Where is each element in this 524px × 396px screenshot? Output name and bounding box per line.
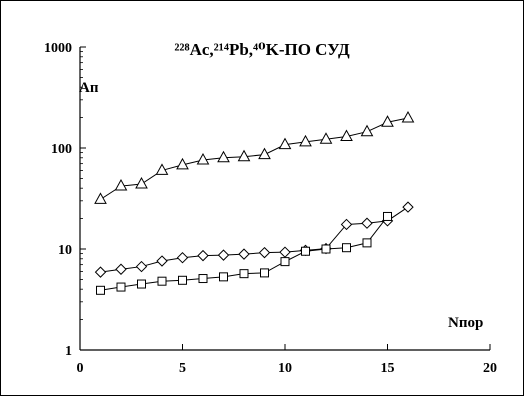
square-marker xyxy=(280,257,290,267)
diamond-marker xyxy=(197,249,209,262)
axes: 1 10 100 1000 0 5 10 15 20 xyxy=(44,41,497,376)
square-marker xyxy=(321,244,331,254)
series-layer xyxy=(94,110,415,295)
diamond-marker xyxy=(135,260,148,273)
triangle-marker xyxy=(217,150,230,163)
x-tick-label: 5 xyxy=(179,361,186,376)
triangle-marker xyxy=(401,110,415,123)
diamond-marker xyxy=(279,246,291,258)
triangle-marker xyxy=(381,115,394,127)
x-tick-label: 0 xyxy=(77,361,84,376)
square-marker xyxy=(157,276,167,286)
y-axis-label: Aп xyxy=(79,80,99,96)
chart-title: ²²⁸Ac,²¹⁴Pb,⁴⁰K-ПО СУД xyxy=(174,40,350,59)
square-marker xyxy=(260,268,269,278)
triangle-marker xyxy=(176,157,189,170)
series-line xyxy=(100,117,409,200)
triangle-marker xyxy=(299,134,312,147)
triangle-marker xyxy=(319,132,333,144)
diamond-marker xyxy=(176,251,189,264)
diamond-marker xyxy=(156,255,168,267)
triangle-marker xyxy=(94,192,107,204)
diamond-marker xyxy=(238,248,250,260)
diamond-marker xyxy=(217,249,230,261)
x-axis-label: Nпор xyxy=(448,315,483,331)
square-marker xyxy=(342,243,351,253)
x-tick-label: 15 xyxy=(381,361,395,376)
square-marker xyxy=(362,238,372,248)
triangle-marker xyxy=(237,149,251,162)
triangle-marker xyxy=(340,129,353,141)
diamond-marker xyxy=(361,217,373,229)
diamond-marker xyxy=(340,218,353,231)
y-tick-label: 1 xyxy=(65,344,72,359)
series-triangle xyxy=(94,110,415,204)
diamond-marker xyxy=(94,266,107,278)
triangle-marker xyxy=(114,179,128,191)
triangle-marker xyxy=(196,153,210,165)
x-tick-label: 10 xyxy=(278,361,292,376)
diamond-marker xyxy=(115,263,127,275)
triangle-marker xyxy=(155,163,169,175)
square-marker xyxy=(96,285,105,295)
x-tick-label: 20 xyxy=(483,361,497,376)
series-square xyxy=(96,211,392,295)
square-marker xyxy=(219,272,228,282)
diamond-marker xyxy=(258,246,271,259)
series-line xyxy=(100,206,409,273)
square-marker xyxy=(301,246,310,256)
triangle-marker xyxy=(135,176,148,189)
square-marker xyxy=(137,279,146,289)
y-tick-label: 100 xyxy=(51,142,72,157)
y-tick-label: 1000 xyxy=(44,41,72,56)
square-marker xyxy=(239,269,249,279)
square-marker xyxy=(198,274,208,284)
triangle-marker xyxy=(360,124,374,137)
diamond-marker xyxy=(402,201,414,213)
square-marker xyxy=(383,211,392,221)
triangle-marker xyxy=(258,147,271,160)
square-marker xyxy=(116,282,126,292)
y-tick-label: 10 xyxy=(58,243,72,258)
square-marker xyxy=(178,275,187,285)
triangle-marker xyxy=(278,137,292,150)
